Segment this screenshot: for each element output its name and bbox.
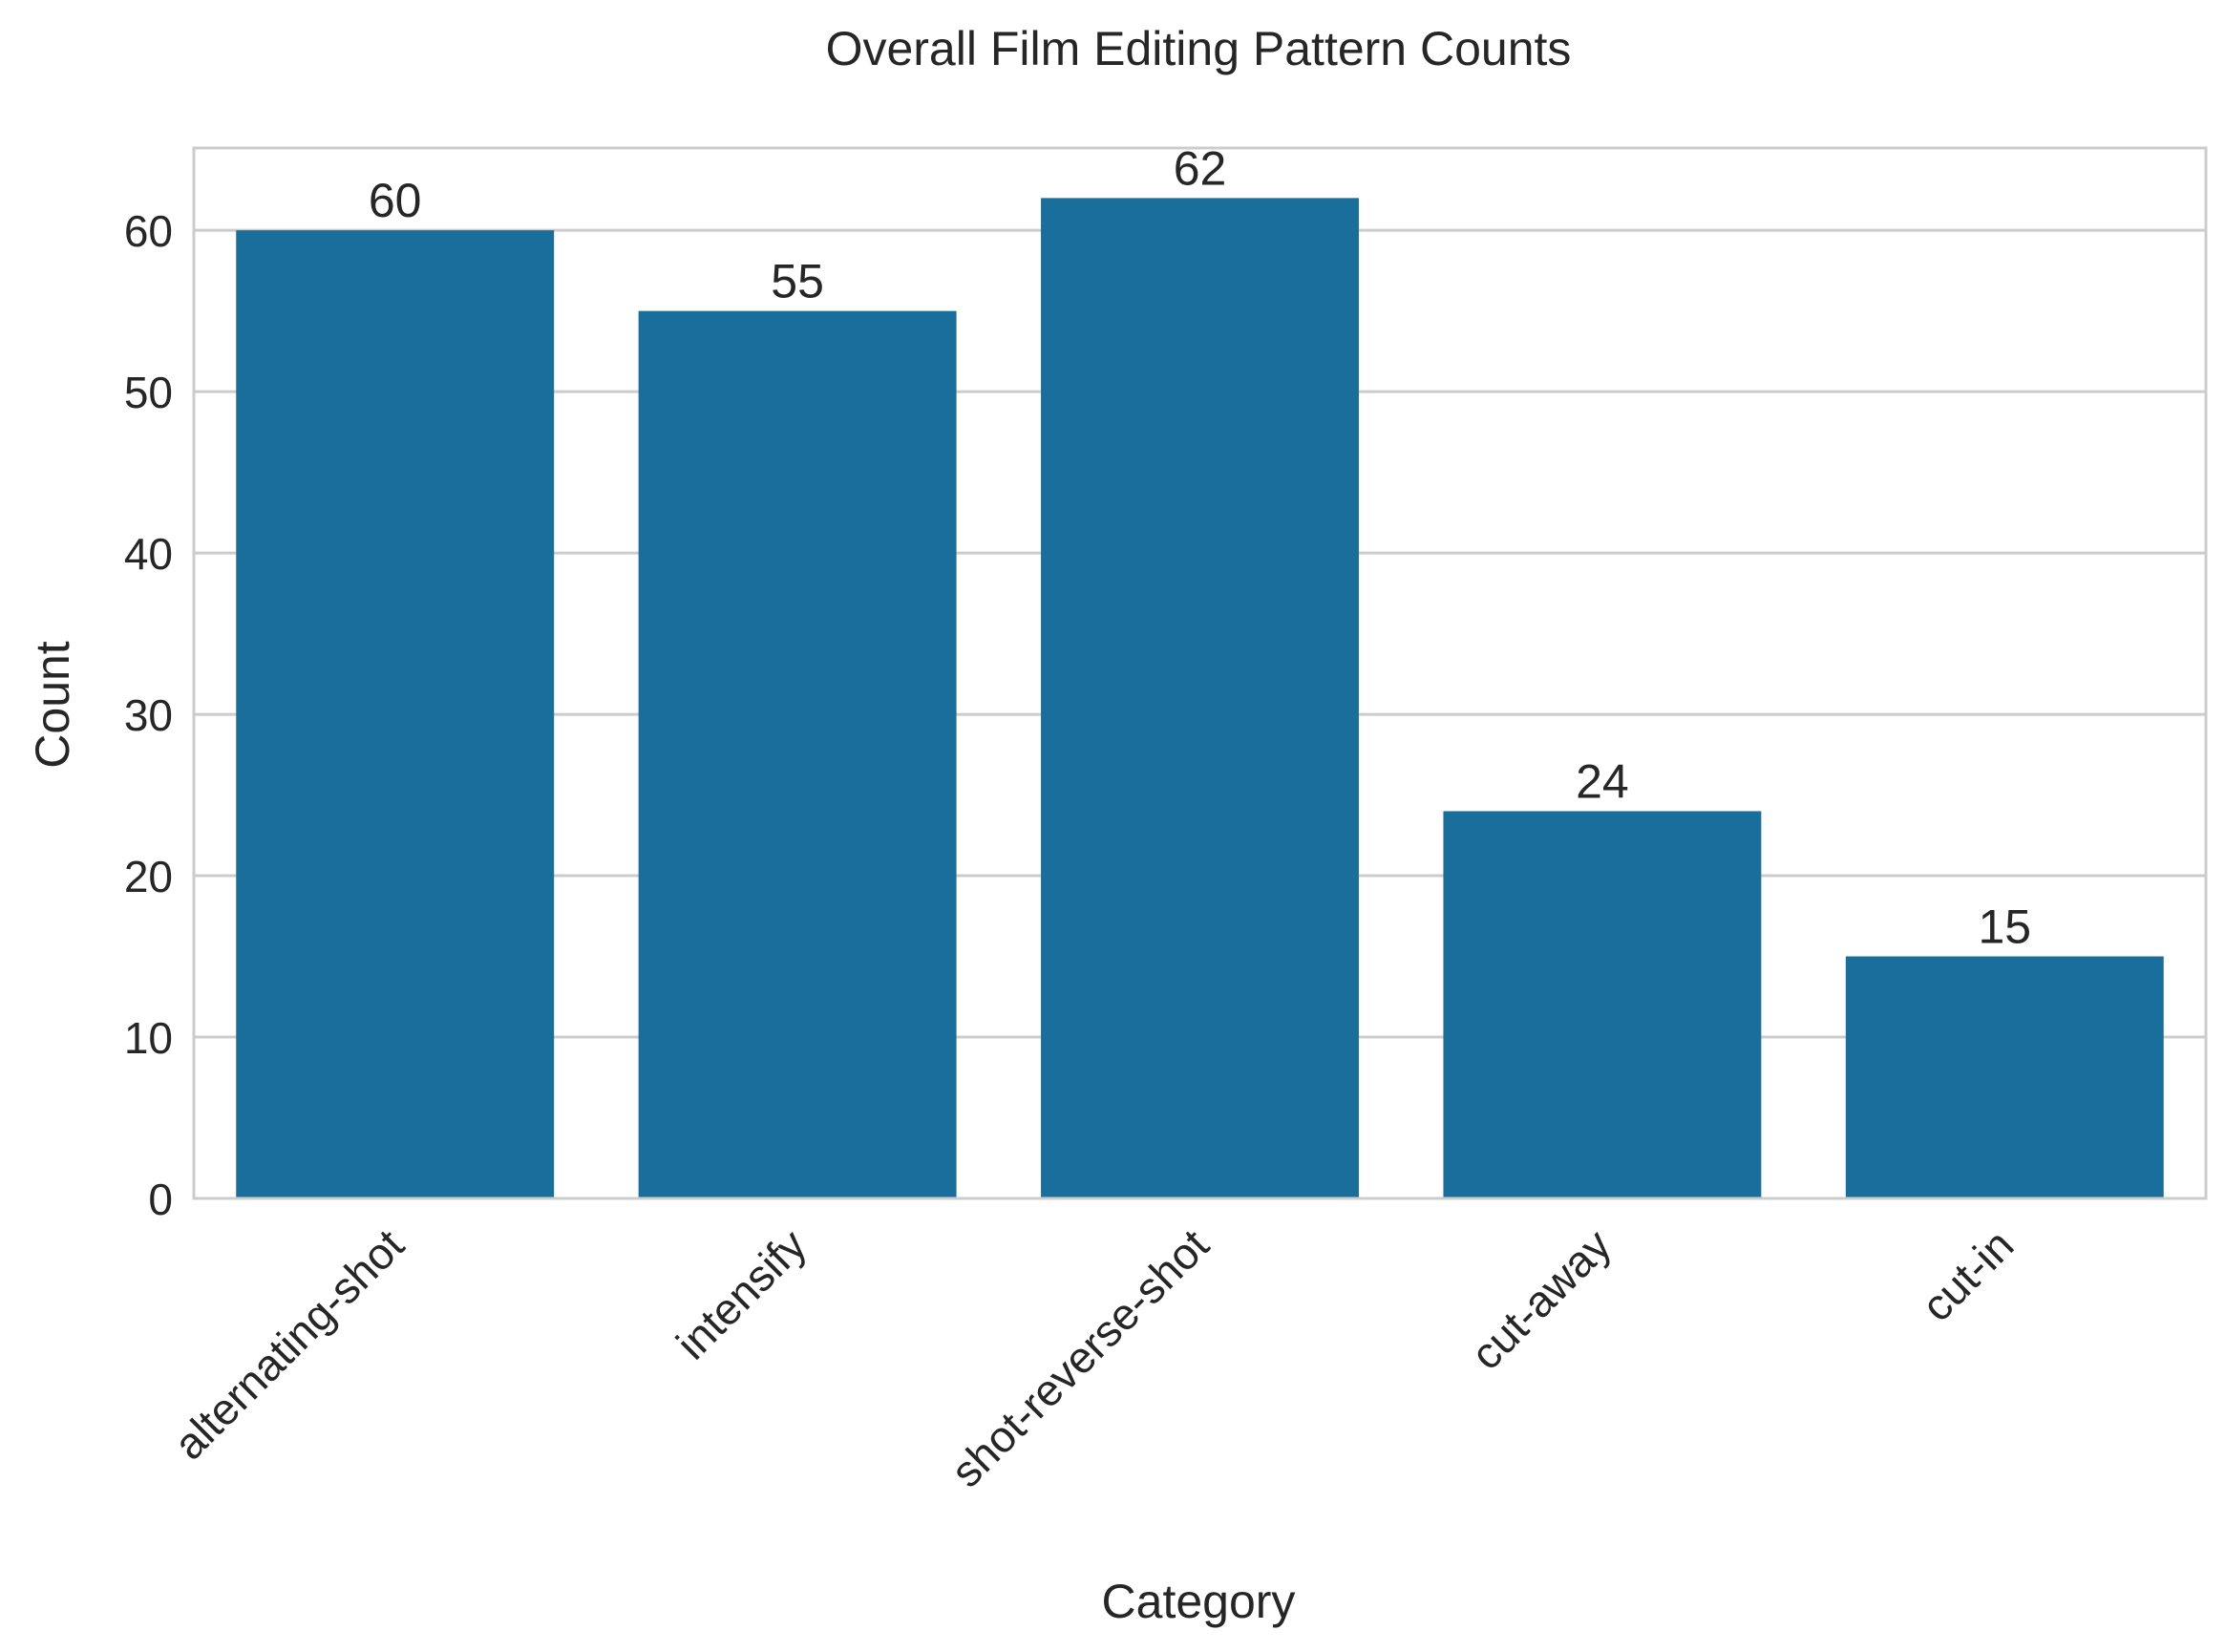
plot-frame [192,146,2208,1200]
y-axis-label: Count [26,641,79,769]
data-labels: 60 55 62 24 15 [369,141,2031,953]
x-axis-label: Category [1102,1575,1296,1628]
chart-title: Overall Film Editing Pattern Counts [826,22,1572,75]
data-label: 15 [1978,900,2031,954]
y-tick-label: 60 [124,206,173,256]
bar-cut-in [1845,956,2164,1198]
bars [236,198,2164,1198]
data-label: 24 [1576,754,1629,808]
y-tick-label: 20 [124,852,173,901]
bar-cut-away [1443,811,1762,1198]
data-label: 60 [369,174,422,227]
bar-intensify [638,310,957,1198]
y-tick-label: 10 [124,1013,173,1063]
bar-shot-reverse-shot [1041,198,1359,1198]
y-tick-label: 30 [124,690,173,740]
data-label: 62 [1174,141,1227,195]
y-tick-label: 0 [148,1175,173,1224]
y-tick-labels: 0 10 20 30 40 50 60 [124,206,173,1224]
bar-alternating-shot [236,230,555,1198]
y-tick-label: 40 [124,529,173,579]
y-tick-label: 50 [124,368,173,417]
data-label: 55 [771,255,824,308]
